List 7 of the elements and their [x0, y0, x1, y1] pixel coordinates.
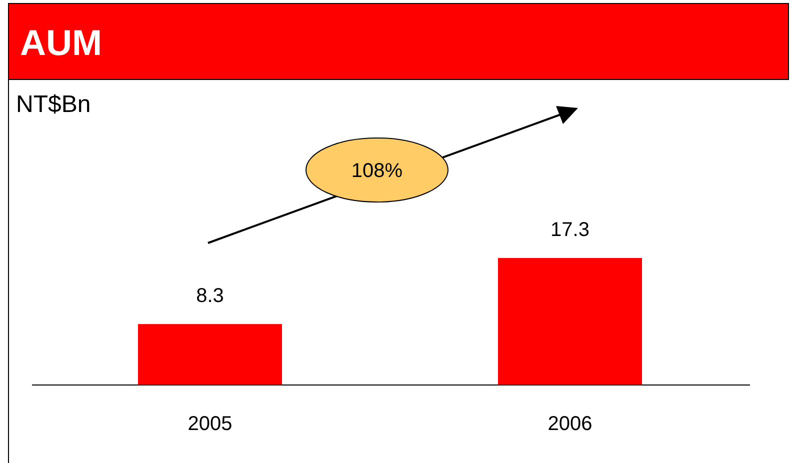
text: NT$Bn — [16, 91, 91, 118]
text: 108% — [351, 160, 403, 182]
data-label: 8.3 — [196, 285, 224, 308]
data-label: 17.3 — [550, 219, 590, 241]
chart-title: AUM — [20, 22, 102, 63]
x-tick-label: 2005 — [188, 413, 232, 435]
x-tick-label: 2006 — [548, 413, 592, 435]
